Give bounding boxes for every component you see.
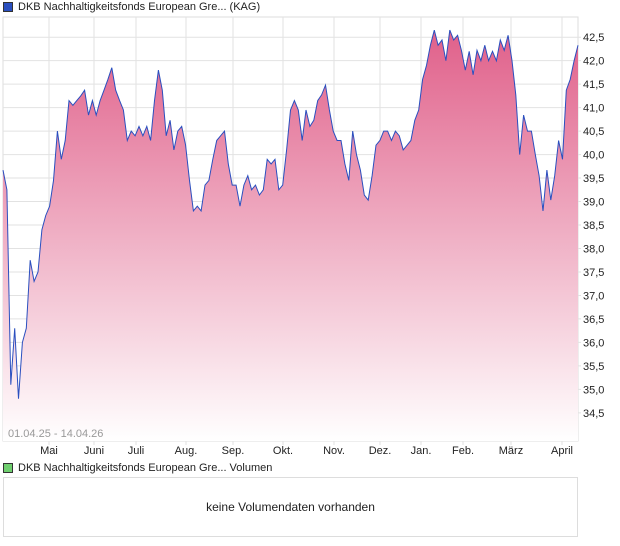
y-tick-label: 38,0 bbox=[583, 243, 604, 255]
y-tick-label: 36,0 bbox=[583, 337, 604, 349]
volume-legend-label: DKB Nachhaltigkeitsfonds European Gre...… bbox=[18, 462, 273, 474]
y-tick-label: 34,5 bbox=[583, 408, 604, 420]
volume-panel: keine Volumendaten vorhanden bbox=[3, 477, 578, 537]
x-tick-label: April bbox=[551, 445, 573, 457]
y-tick-label: 35,0 bbox=[583, 384, 604, 396]
x-tick-label: Feb. bbox=[452, 445, 474, 457]
y-tick-label: 42,0 bbox=[583, 56, 604, 68]
x-tick-label: März bbox=[499, 445, 523, 457]
y-tick-label: 39,5 bbox=[583, 173, 604, 185]
x-tick-label: Aug. bbox=[175, 445, 198, 457]
y-tick-label: 41,5 bbox=[583, 79, 604, 91]
x-tick-label: Mai bbox=[40, 445, 58, 457]
x-tick-label: Juni bbox=[84, 445, 104, 457]
y-tick-label: 35,5 bbox=[583, 361, 604, 373]
y-tick-label: 37,5 bbox=[583, 267, 604, 279]
y-tick-label: 42,5 bbox=[583, 32, 604, 44]
price-area bbox=[3, 30, 578, 441]
y-tick-label: 40,5 bbox=[583, 126, 604, 138]
price-line bbox=[2, 29, 579, 399]
y-tick-label: 41,0 bbox=[583, 103, 604, 115]
y-tick-label: 39,0 bbox=[583, 197, 604, 209]
volume-legend-swatch bbox=[3, 463, 13, 473]
no-volume-message: keine Volumendaten vorhanden bbox=[206, 500, 375, 514]
volume-legend: DKB Nachhaltigkeitsfonds European Gre...… bbox=[3, 462, 272, 474]
x-tick-label: Jan. bbox=[411, 445, 432, 457]
date-range-label: 01.04.25 - 14.04.26 bbox=[8, 428, 103, 440]
y-tick-label: 38,5 bbox=[583, 220, 604, 232]
price-chart: Mai Juni Juli Aug. Sep. Okt. Nov. Dez. Jan. Feb. M… bbox=[2, 16, 604, 457]
x-tick-label: Okt. bbox=[273, 445, 293, 457]
price-legend: DKB Nachhaltigkeitsfonds European Gre...… bbox=[3, 1, 260, 13]
y-tick-label: 37,0 bbox=[583, 290, 604, 302]
x-tick-label: Juli bbox=[128, 445, 145, 457]
x-tick-label: Dez. bbox=[369, 445, 392, 457]
price-legend-swatch bbox=[3, 2, 13, 12]
y-tick-label: 40,0 bbox=[583, 150, 604, 162]
x-tick-label: Sep. bbox=[222, 445, 245, 457]
y-tick-label: 36,5 bbox=[583, 314, 604, 326]
price-legend-label: DKB Nachhaltigkeitsfonds European Gre...… bbox=[18, 1, 261, 13]
x-tick-label: Nov. bbox=[323, 445, 345, 457]
